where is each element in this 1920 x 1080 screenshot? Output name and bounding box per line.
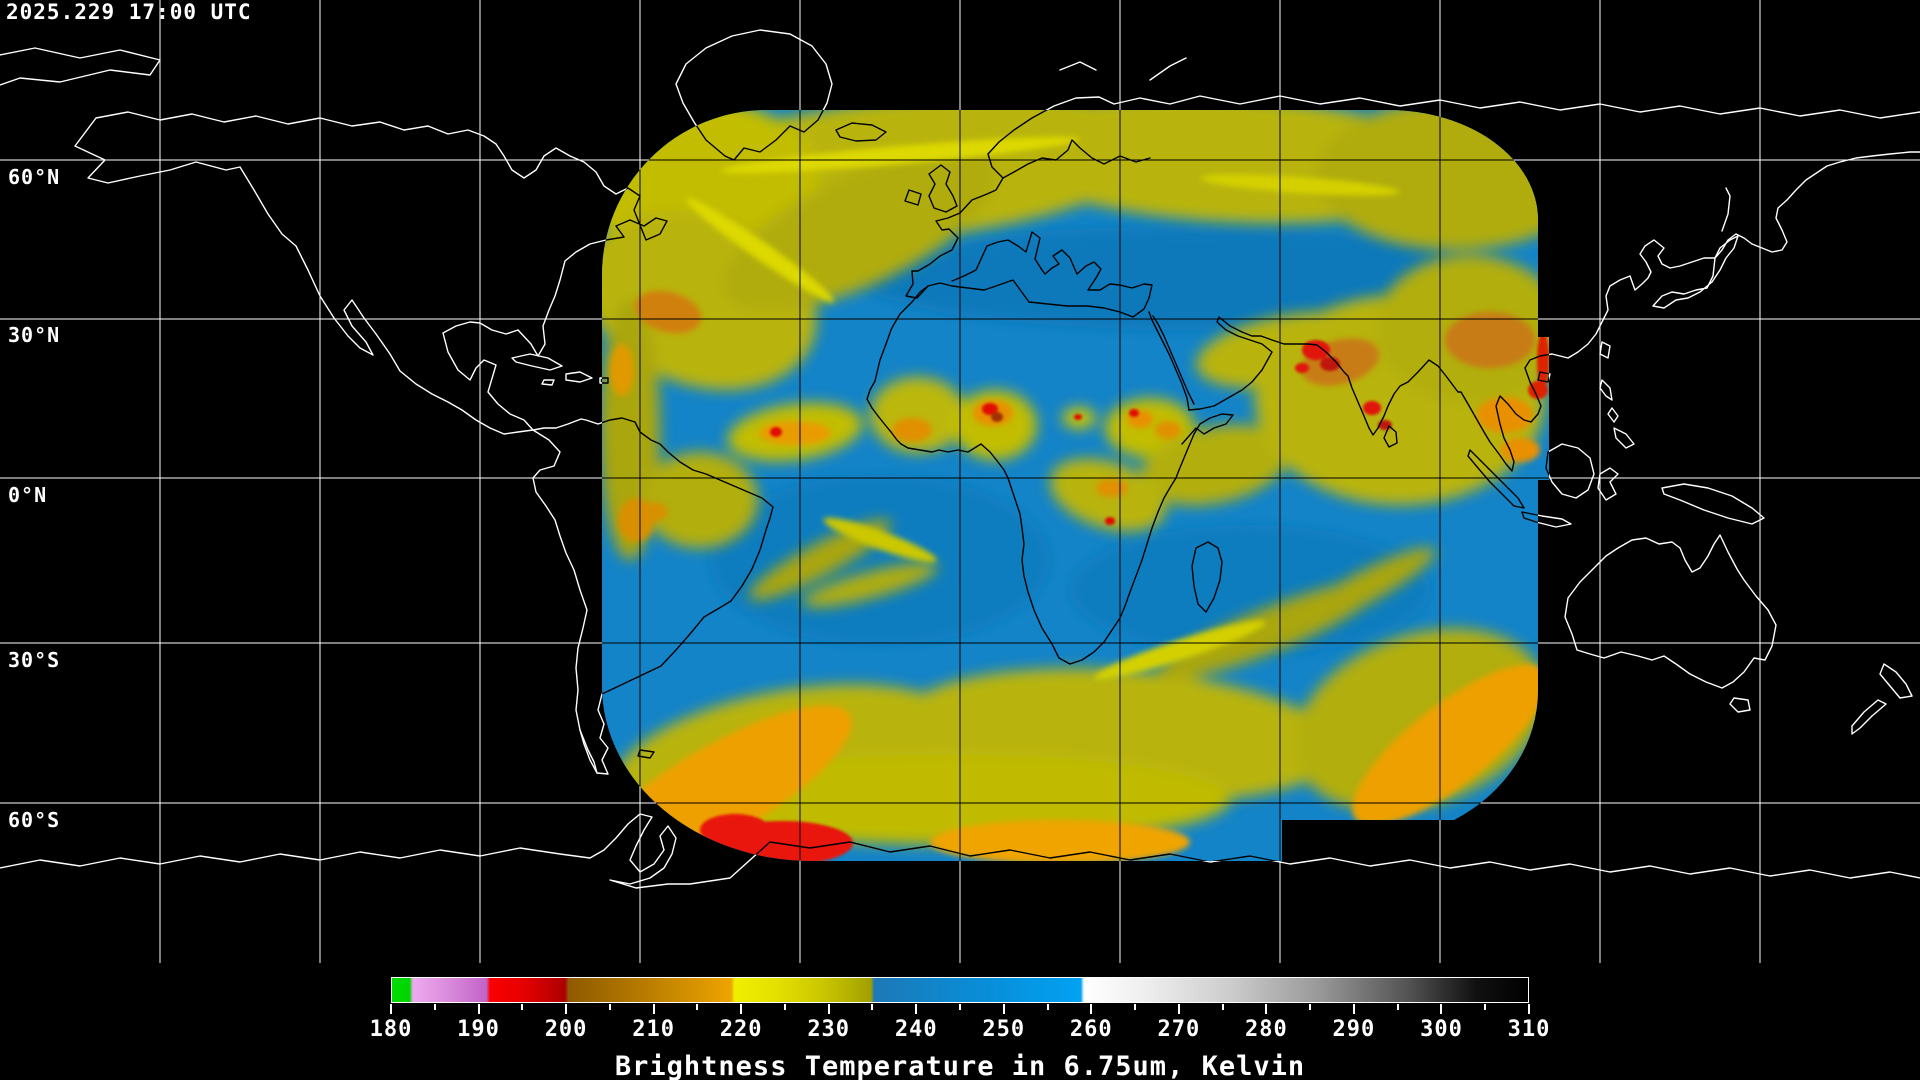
colorbar-minor-tick: [1484, 1004, 1487, 1010]
colorbar-tick-label: 180: [369, 1017, 413, 1042]
colorbar-tick-label: 230: [807, 1017, 851, 1042]
colorbar-minor-tick: [1046, 1004, 1049, 1010]
colorbar-minor-tick: [521, 1004, 524, 1010]
colorbar-tick-label: 200: [544, 1017, 588, 1042]
colorbar-major-tick: [1528, 1004, 1530, 1014]
colorbar-minor-tick: [433, 1004, 436, 1010]
colorbar-tick-label: 210: [632, 1017, 675, 1042]
colorbar-minor-tick: [1134, 1004, 1137, 1010]
colorbar-major-tick: [1177, 1004, 1180, 1014]
colorbar-major-tick: [565, 1004, 568, 1014]
colorbar-minor-tick: [783, 1004, 786, 1010]
satellite-data-swath: [602, 110, 1549, 861]
colorbar-major-tick: [915, 1004, 918, 1014]
lat-label-0n: 0°N: [8, 483, 48, 507]
colorbar-tick-label: 310: [1507, 1017, 1551, 1042]
colorbar-minor-tick: [959, 1004, 961, 1010]
colorbar-gradient-strip: [391, 977, 1529, 1003]
colorbar-major-tick: [390, 1004, 392, 1014]
colorbar-tick-label: 300: [1420, 1017, 1463, 1042]
colorbar-tick-label: 240: [894, 1017, 938, 1042]
colorbar-minor-tick: [696, 1004, 699, 1010]
lat-label-30n: 30°N: [8, 323, 61, 347]
colorbar-tick-label: 270: [1157, 1017, 1201, 1042]
colorbar-minor-tick: [1221, 1004, 1224, 1010]
colorbar-tick-label: 260: [1069, 1017, 1113, 1042]
colorbar-tick-label: 190: [457, 1017, 500, 1042]
colorbar-minor-tick: [871, 1004, 874, 1010]
lat-label-30s: 30°S: [8, 648, 61, 672]
colorbar-minor-tick: [608, 1004, 611, 1010]
colorbar-tick-label: 220: [719, 1017, 763, 1042]
colorbar-major-tick: [1265, 1004, 1268, 1014]
colorbar-tick-label: 250: [982, 1017, 1026, 1042]
colorbar-major-tick: [652, 1004, 655, 1014]
swath-bright-streaks: [686, 136, 1400, 680]
colorbar-tick-label: 280: [1245, 1017, 1288, 1042]
colorbar: 180 190 200 210 220 230 240 250 260 270 280 290 300 3…: [370, 977, 1549, 1080]
colorbar-minor-tick: [1396, 1004, 1399, 1010]
lat-label-60s: 60°S: [8, 808, 61, 832]
colorbar-major-tick: [827, 1004, 830, 1014]
colorbar-minor-tick: [1309, 1004, 1312, 1010]
timestamp-label: 2025.229 17:00 UTC: [6, 0, 252, 24]
colorbar-tick-label: 290: [1332, 1017, 1376, 1042]
colorbar-major-tick: [1440, 1004, 1443, 1014]
colorbar-major-tick: [477, 1004, 480, 1014]
colorbar-major-tick: [1090, 1004, 1093, 1014]
colorbar-title: Brightness Temperature in 6.75um, Kelvin: [614, 1051, 1306, 1080]
colorbar-major-tick: [1002, 1004, 1005, 1014]
colorbar-major-tick: [740, 1004, 743, 1014]
lat-label-60n: 60°N: [8, 165, 61, 189]
colorbar-major-tick: [1352, 1004, 1355, 1014]
